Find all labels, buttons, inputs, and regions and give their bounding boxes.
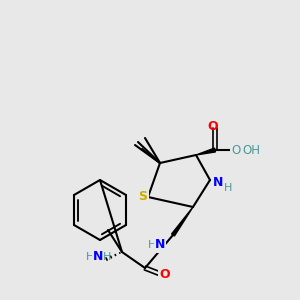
- Text: OH: OH: [242, 143, 260, 157]
- Text: O: O: [160, 268, 170, 281]
- Text: S: S: [139, 190, 148, 203]
- Text: N: N: [93, 250, 103, 263]
- Text: H: H: [224, 183, 232, 193]
- Text: N: N: [213, 176, 223, 190]
- Polygon shape: [172, 207, 193, 236]
- Text: H: H: [103, 252, 111, 262]
- Text: H: H: [86, 252, 94, 262]
- Polygon shape: [196, 148, 215, 155]
- Text: O: O: [208, 119, 218, 133]
- Text: O: O: [231, 143, 241, 157]
- Text: N: N: [155, 238, 165, 251]
- Text: H: H: [148, 240, 156, 250]
